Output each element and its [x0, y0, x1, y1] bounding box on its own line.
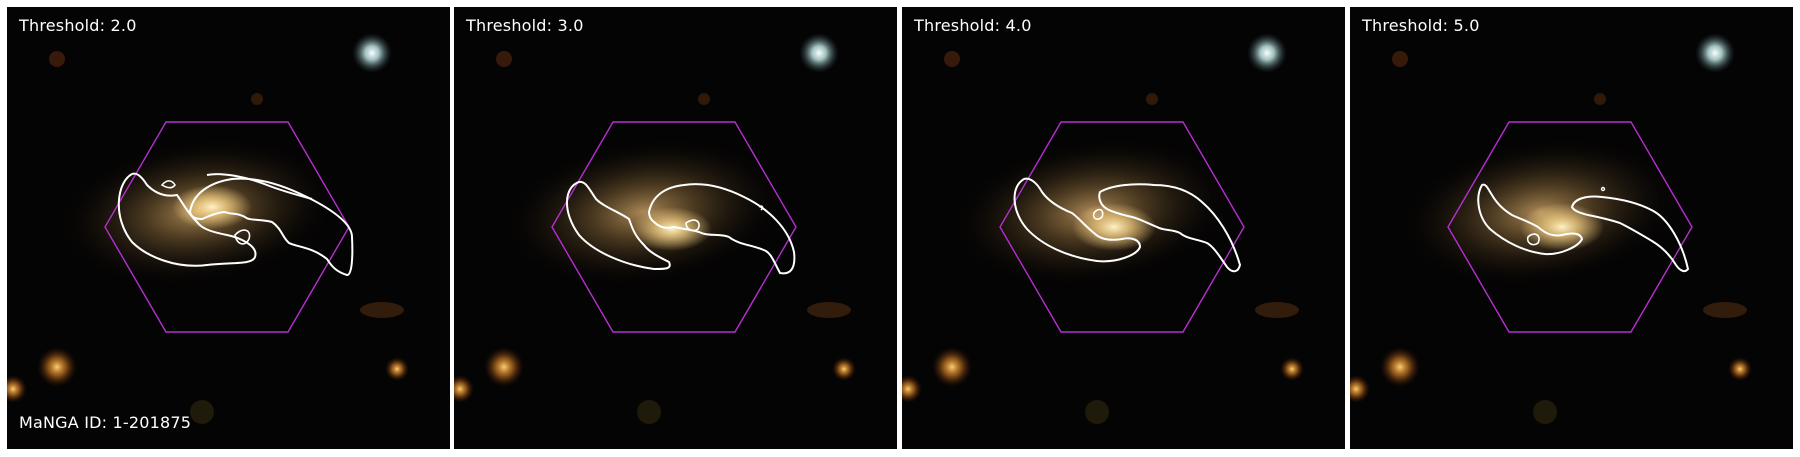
galaxy-image — [454, 7, 897, 449]
threshold-label: Threshold: 2.0 — [19, 16, 137, 35]
threshold-label: Threshold: 4.0 — [914, 16, 1032, 35]
manga-id-label: MaNGA ID: 1-201875 — [19, 413, 192, 432]
panel-threshold-2: Threshold: 2.0 MaNGA ID: 1-201875 — [7, 7, 450, 449]
panel-threshold-4: Threshold: 4.0 — [902, 7, 1345, 449]
threshold-label: Threshold: 3.0 — [466, 16, 584, 35]
threshold-label: Threshold: 5.0 — [1362, 16, 1480, 35]
galaxy-image — [902, 7, 1345, 449]
galaxy-image — [7, 7, 450, 449]
galaxy-image — [1350, 7, 1793, 449]
panel-threshold-3: Threshold: 3.0 — [454, 7, 897, 449]
panel-threshold-5: Threshold: 5.0 — [1350, 7, 1793, 449]
